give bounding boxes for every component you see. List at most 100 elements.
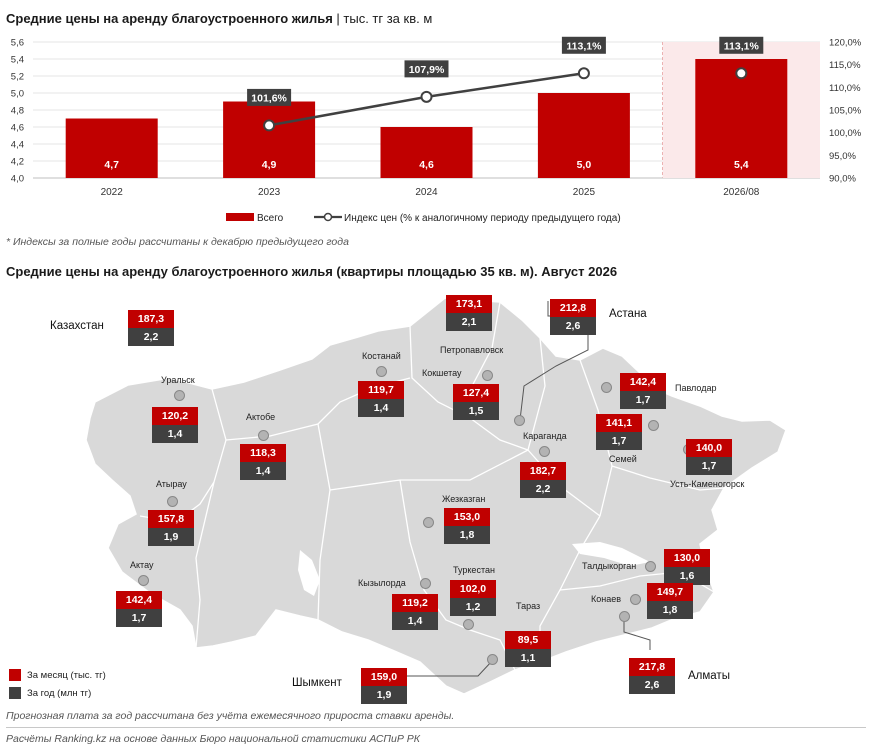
city-kostanay: Костанай <box>362 351 401 361</box>
dot-atyrau <box>167 496 178 507</box>
legend-year-label: За год (млн тг) <box>27 688 92 699</box>
badge-astana: 212,8 2,6 <box>550 299 596 335</box>
city-turkestan: Туркестан <box>453 565 495 575</box>
chart-title-unit: | тыс. тг за кв. м <box>332 11 433 26</box>
bar-value-label: 4,9 <box>262 159 277 171</box>
source-note: Расчёты Ranking.kz на основе данных Бюро… <box>6 733 420 745</box>
bar <box>537 93 630 178</box>
badge-kyzylorda: 119,2 1,4 <box>392 594 438 630</box>
badge-kokshetau: 127,4 1,5 <box>453 384 499 420</box>
month-value: 173,1 <box>446 295 492 313</box>
dot-zhezkazgan <box>423 517 434 528</box>
month-value: 149,7 <box>647 583 693 601</box>
country-month-value: 187,3 <box>128 310 174 328</box>
year-value: 1,4 <box>240 462 286 480</box>
year-value: 1,2 <box>450 598 496 616</box>
dot-kostanay <box>376 366 387 377</box>
year-value: 1,7 <box>686 457 732 475</box>
month-value: 157,8 <box>148 510 194 528</box>
right-tick-label: 100,0% <box>829 128 862 139</box>
dot-konaev <box>630 594 641 605</box>
year-value: 1,4 <box>358 399 404 417</box>
dot-semey <box>648 420 659 431</box>
badge-kostanay: 119,7 1,4 <box>358 381 404 417</box>
month-value: 130,0 <box>664 549 710 567</box>
dot-aktobe <box>258 430 269 441</box>
dot-uralsk <box>174 390 185 401</box>
price-chart: 4,7 4,9 4,6 5,0 5,4 4,0 4,2 4,4 4,6 4,8 5,0 5,2 5,4… <box>11 36 862 224</box>
index-footnote: * Индексы за полные годы рассчитаны к де… <box>6 236 349 248</box>
right-tick-label: 95,0% <box>829 151 856 162</box>
year-value: 1,4 <box>152 425 198 443</box>
month-value: 159,0 <box>361 668 407 686</box>
map-title: Средние цены на аренду благоустроенного … <box>6 264 618 279</box>
month-value: 120,2 <box>152 407 198 425</box>
badge-petropavlovsk: 173,1 2,1 <box>446 295 492 331</box>
kazakhstan-map <box>80 297 787 695</box>
chart-title-main: Средние цены на аренду благоустроенного … <box>6 11 333 26</box>
badge-semey: 141,1 1,7 <box>596 414 642 450</box>
x-tick-label: 2022 <box>101 187 124 198</box>
bar-value-label: 4,7 <box>104 159 119 171</box>
year-value: 1,9 <box>361 686 407 704</box>
dot-turkestan <box>463 619 474 630</box>
month-value: 140,0 <box>686 439 732 457</box>
bar <box>65 118 158 178</box>
left-tick-label: 4,2 <box>11 157 24 168</box>
left-tick-label: 4,0 <box>11 174 24 185</box>
lake-balkhash <box>572 542 650 566</box>
legend-bar-swatch <box>226 213 254 221</box>
badge-konaev: 149,7 1,8 <box>647 583 693 619</box>
month-value: 212,8 <box>550 299 596 317</box>
year-value: 2,2 <box>520 480 566 498</box>
badge-almaty: 217,8 2,6 <box>629 658 675 694</box>
city-karaganda: Караганда <box>523 431 567 441</box>
aral-sea <box>298 550 320 596</box>
bar-value-label: 5,4 <box>734 159 749 171</box>
city-shymkent: Шымкент <box>292 677 342 689</box>
right-tick-label: 105,0% <box>829 106 862 117</box>
index-line-segments <box>268 72 585 127</box>
dot-astana <box>514 415 525 426</box>
left-tick-label: 5,4 <box>11 55 24 66</box>
year-value: 1,8 <box>444 526 490 544</box>
city-uralsk: Уральск <box>161 375 195 385</box>
month-value: 127,4 <box>453 384 499 402</box>
city-petropavlovsk: Петропавловск <box>440 345 504 355</box>
right-tick-label: 120,0% <box>829 38 862 49</box>
index-point <box>577 67 590 80</box>
month-value: 153,0 <box>444 508 490 526</box>
x-tick-label: 2024 <box>415 187 438 198</box>
city-aktau: Актау <box>130 560 154 570</box>
city-aktobe: Актобе <box>246 412 276 422</box>
index-label-box <box>719 36 764 54</box>
right-tick-label: 115,0% <box>829 60 861 71</box>
index-label: 113,1% <box>724 40 760 52</box>
city-zhezkazgan: Жезказган <box>442 494 486 504</box>
badge-uralsk: 120,2 1,4 <box>152 407 198 443</box>
city-taldykorgan: Талдыкорган <box>582 561 637 571</box>
month-value: 142,4 <box>116 591 162 609</box>
left-axis-ticks: 4,0 4,2 4,4 4,6 4,8 5,0 5,2 5,4 5,6 <box>11 38 24 185</box>
right-tick-label: 90,0% <box>829 174 856 185</box>
legend-year-swatch <box>9 687 21 699</box>
year-value: 1,8 <box>647 601 693 619</box>
legend-line-marker <box>323 212 333 222</box>
year-value: 1,9 <box>148 528 194 546</box>
left-tick-label: 5,2 <box>11 72 24 83</box>
badge-karaganda: 182,7 2,2 <box>520 462 566 498</box>
city-atyrau: Атырау <box>156 479 187 489</box>
month-value: 89,5 <box>505 631 551 649</box>
month-value: 141,1 <box>596 414 642 432</box>
chart-legend: Всего Индекс цен (% к аналогичному перио… <box>226 212 621 224</box>
index-point <box>263 119 276 132</box>
caspian-coast <box>80 464 196 660</box>
legend-month-swatch <box>9 669 21 681</box>
left-tick-label: 4,8 <box>11 106 24 117</box>
right-axis-ticks: 90,0% 95,0% 100,0% 105,0% 110,0% 115,0% 120,0% <box>829 38 862 185</box>
index-line-series: 101,6% 107,9% 113,1% 113,1% <box>247 36 764 132</box>
month-value: 217,8 <box>629 658 675 676</box>
year-value: 1,7 <box>596 432 642 450</box>
badge-turkestan: 102,0 1,2 <box>450 580 496 616</box>
year-value: 1,6 <box>664 567 710 585</box>
